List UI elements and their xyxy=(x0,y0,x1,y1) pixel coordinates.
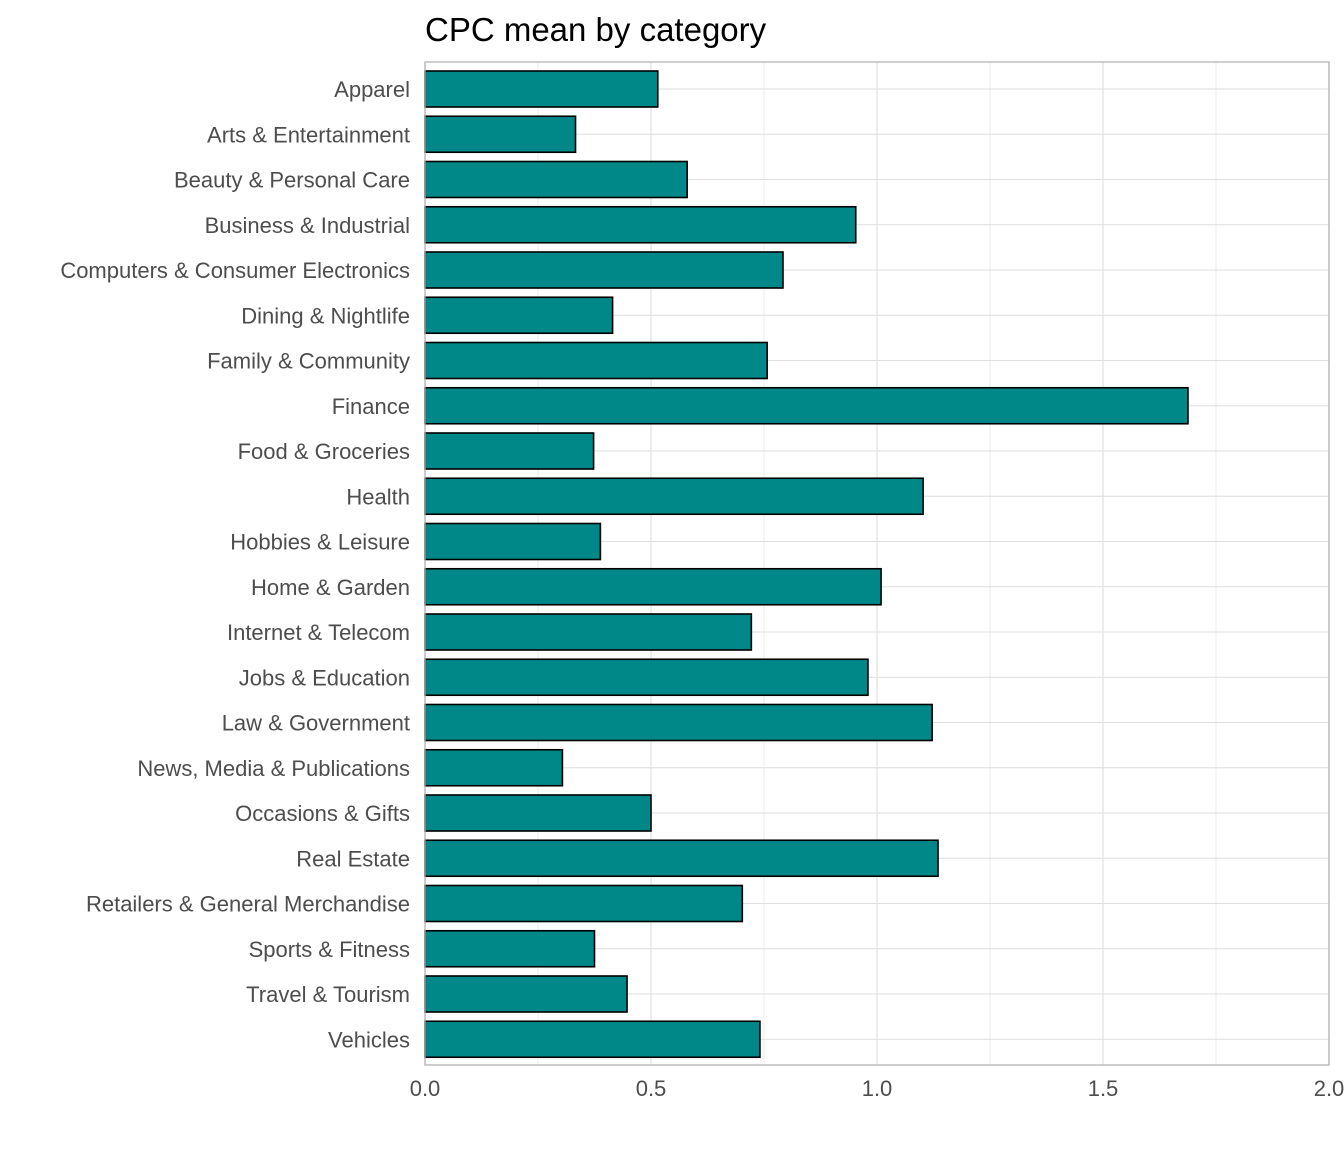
category-label: Real Estate xyxy=(296,846,410,871)
category-label: Arts & Entertainment xyxy=(207,122,410,147)
x-tick-label: 0.5 xyxy=(636,1076,667,1101)
bar xyxy=(424,432,595,470)
category-label: Hobbies & Leisure xyxy=(230,530,410,555)
category-label: Sports & Fitness xyxy=(249,937,410,962)
category-label: Business & Industrial xyxy=(205,213,410,238)
bar xyxy=(424,205,857,244)
x-tick-label: 1.5 xyxy=(1088,1076,1119,1101)
bar xyxy=(424,477,924,516)
bar xyxy=(424,794,652,832)
x-tick-label: 0.0 xyxy=(410,1076,441,1101)
bars xyxy=(424,70,1189,1059)
category-label: Occasions & Gifts xyxy=(235,801,410,826)
bar xyxy=(424,160,688,199)
category-label: Computers & Consumer Electronics xyxy=(60,258,410,283)
category-label: News, Media & Publications xyxy=(137,756,410,781)
plot-panel-border xyxy=(424,61,1330,1066)
category-label: Vehicles xyxy=(328,1027,410,1052)
bar xyxy=(424,929,596,968)
category-label: Apparel xyxy=(334,77,410,102)
category-label: Dining & Nightlife xyxy=(241,303,410,328)
bar xyxy=(424,522,602,561)
x-tick-label: 2.0 xyxy=(1314,1076,1344,1101)
bar xyxy=(424,748,564,787)
x-tick-label: 1.0 xyxy=(862,1076,893,1101)
category-label: Retailers & General Merchandise xyxy=(86,892,410,917)
bar xyxy=(424,613,753,651)
category-label: Finance xyxy=(332,394,410,419)
bar xyxy=(424,567,882,606)
bar xyxy=(424,658,869,697)
category-label: Family & Community xyxy=(207,349,410,374)
category-label: Law & Government xyxy=(222,711,410,736)
bar xyxy=(424,251,784,289)
bar xyxy=(424,1020,761,1059)
bar xyxy=(424,386,1189,425)
category-label: Beauty & Personal Care xyxy=(174,168,410,193)
bar xyxy=(424,975,628,1013)
bar xyxy=(424,884,744,923)
category-label: Jobs & Education xyxy=(239,665,410,690)
category-label: Food & Groceries xyxy=(238,439,410,464)
bar xyxy=(424,296,614,335)
category-label: Health xyxy=(346,484,410,509)
bar xyxy=(424,341,768,380)
category-label: Home & Garden xyxy=(251,575,410,600)
value-axis-labels: 0.0 0.5 1.0 1.5 2.0 xyxy=(410,1076,1344,1101)
category-label: Travel & Tourism xyxy=(246,982,410,1007)
bar xyxy=(424,703,933,742)
bar xyxy=(424,70,659,108)
category-axis-labels: Apparel Arts & Entertainment Beauty & Pers… xyxy=(60,77,410,1052)
bar xyxy=(424,839,939,878)
category-label: Internet & Telecom xyxy=(227,620,410,645)
bar xyxy=(424,115,577,154)
chart-title: CPC mean by category xyxy=(425,11,767,48)
